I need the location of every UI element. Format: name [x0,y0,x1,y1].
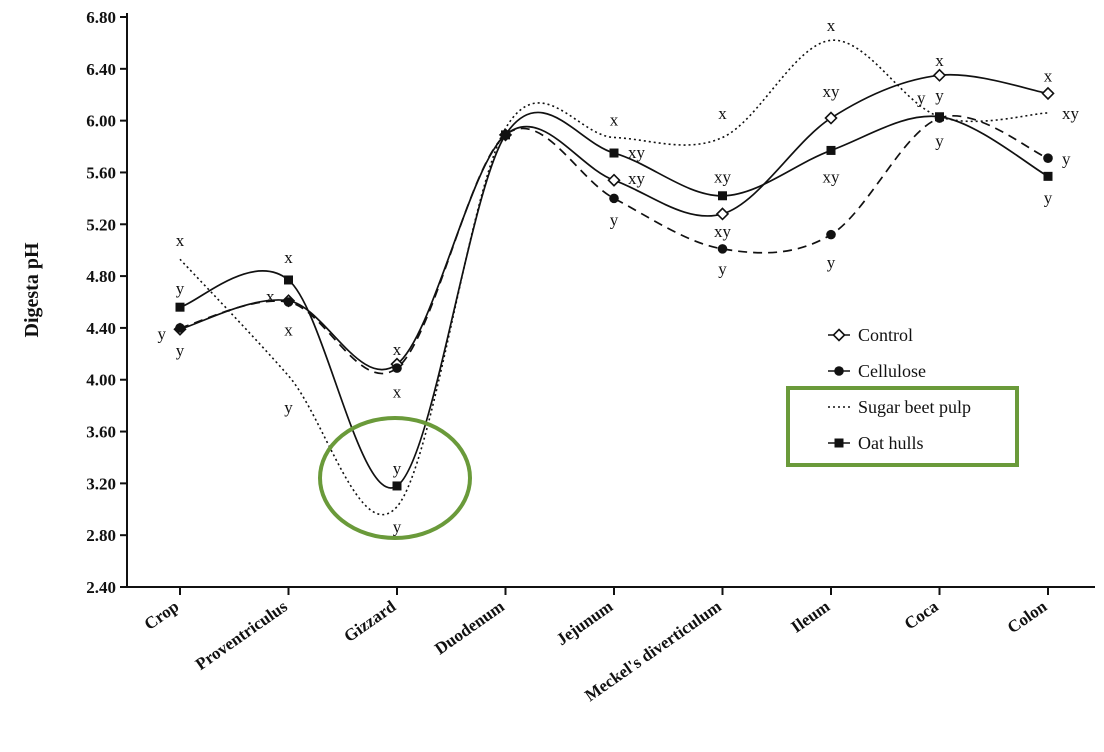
significance-letter: xy [628,169,646,188]
series-line-oat-hulls [179,111,1049,489]
significance-letter: y [935,86,944,105]
highlight-ellipse [318,416,472,540]
legend-label: Cellulose [858,361,926,381]
series-oat-hulls [175,111,1053,491]
data-point-oat-hulls [284,275,293,285]
significance-letter: xy [1062,104,1080,123]
y-tick-label: 6.80 [86,8,116,27]
significance-letter: y [827,253,836,272]
y-tick-label: 3.60 [86,423,116,442]
significance-letter: y [176,341,185,360]
significance-letter: y [158,324,167,343]
legend-entry: Oat hulls [828,433,924,453]
data-point-oat-hulls [501,130,510,140]
significance-letter: y [1062,150,1071,169]
data-point-oat-hulls [935,112,944,122]
legend-marker [832,328,846,342]
significance-letter: x [935,51,944,70]
highlight-layer [318,386,1019,540]
significance-letter: xy [714,168,732,187]
data-point-cellulose [283,297,294,307]
x-tick-label: Gizzard [340,596,399,645]
data-point-cellulose [826,229,836,240]
y-tick-label: 6.40 [86,60,116,79]
series-line-sugar-beet-pulp [179,39,1049,516]
data-point-oat-hulls [718,191,727,201]
significance-letter: xy [714,222,732,241]
significance-letter: x [393,383,402,402]
x-tick-label: Coca [901,596,942,633]
y-tick-label: 4.00 [86,371,116,390]
legend-label: Control [858,325,913,345]
data-point-control [932,68,947,82]
legend-marker [834,438,844,448]
data-point-oat-hulls [175,302,185,312]
highlight-box [786,386,1019,467]
data-point-oat-hulls [826,145,836,155]
x-tick-label: Crop [141,597,183,634]
x-tick-label: Colon [1004,596,1051,637]
significance-letter: x [176,231,185,250]
data-point-control [607,173,621,187]
significance-letter: xy [628,143,646,162]
legend-entry: Cellulose [828,361,926,381]
data-point-oat-hulls [1043,171,1053,181]
significance-letter: y [1044,188,1053,207]
significance-letter: y [176,279,185,298]
y-tick-label: 5.60 [86,163,116,182]
y-tick-label: 6.00 [86,112,116,131]
y-tick-label: 4.80 [86,267,116,286]
significance-letter: x [827,16,836,35]
x-tick-label: Jejunum [553,597,617,649]
significance-letter: xy [823,82,841,101]
data-point-oat-hulls [609,148,619,158]
significance-letter: y [917,89,926,108]
significance-letter: y [610,210,619,229]
y-tick-label: 4.40 [86,319,116,338]
legend-entry: Control [828,325,913,345]
significance-letter: x [610,111,619,130]
y-tick-label: 2.40 [86,578,116,597]
data-point-cellulose [392,363,402,373]
significance-letter: y [284,398,293,417]
data-point-cellulose [609,193,619,204]
series-sugar-beet-pulp [179,39,1049,516]
legend-entry: Sugar beet pulp [828,397,971,417]
significance-letter: xy [823,168,841,187]
data-point-cellulose [717,244,728,254]
x-tick-label: Proventriculus [192,597,291,674]
data-point-control [1041,86,1055,101]
significance-letter: y [393,459,402,478]
series-line-cellulose [179,115,1049,375]
data-point-oat-hulls [392,481,402,491]
data-point-cellulose [1043,153,1053,164]
y-tick-label: 5.20 [86,215,116,234]
x-tick-label: Duodenum [431,597,508,659]
data-point-control [824,111,838,125]
legend-marker [834,366,844,376]
y-tick-label: 2.80 [86,526,116,545]
significance-letter: x [266,287,275,306]
x-tick-label: Ileum [788,597,834,637]
legend-label: Oat hulls [858,433,924,453]
series-layer [173,39,1055,516]
series-line-control [179,73,1049,371]
significance-letter: x [1044,67,1053,86]
data-point-control [715,207,730,221]
y-axis-title: Digesta pH [21,242,43,337]
significance-letter: x [718,104,727,123]
data-point-cellulose [175,323,185,333]
significance-letter: x [284,248,293,267]
legend-label: Sugar beet pulp [858,397,971,417]
significance-letter: x [393,340,402,359]
significance-letter: y [393,517,402,536]
y-tick-label: 3.20 [86,474,116,493]
significance-letter: x [284,321,293,340]
significance-letter: y [718,260,727,279]
significance-letter: y [935,131,944,150]
legend: Control Cellulose Sugar beet pulp Oat hulls [828,325,971,453]
